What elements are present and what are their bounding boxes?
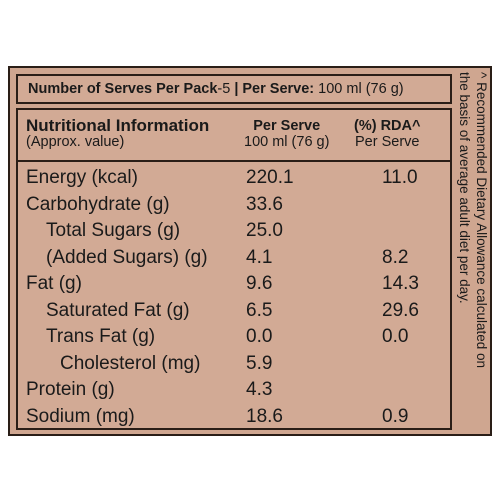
rda-value: 29.6 <box>382 299 419 321</box>
table-row: (Added Sugars) (g) 4.1 8.2 <box>18 245 450 272</box>
per-serve-value: 220.1 <box>246 167 294 188</box>
table-row: Trans Fat (g) 0.0 0.0 <box>18 324 450 351</box>
table-row: Cholesterol (mg) 5.9 <box>18 351 450 378</box>
table-row: Total Sugars (g) 25.0 <box>18 218 450 245</box>
per-serve-value: 25.0 <box>246 220 283 241</box>
rda-column-title: (%) RDA^ <box>354 118 421 134</box>
rda-footnote-text: ^ Recommended Dietary Allowance calculat… <box>454 70 490 432</box>
footnote-line-1: ^ Recommended Dietary Allowance calculat… <box>474 72 489 368</box>
nutrient-name: Fat (g) <box>26 273 82 294</box>
header-separator: | <box>234 81 239 97</box>
per-serve-value: 33.6 <box>246 193 283 215</box>
per-serve-value: 4.3 <box>246 379 273 400</box>
nutrient-name: Energy (kcal) <box>26 167 138 188</box>
table-row: Protein (g) 4.3 <box>18 377 450 404</box>
per-serve-column-subtitle: 100 ml (76 g) <box>244 134 330 150</box>
per-serve-column-title: Per Serve <box>253 118 321 134</box>
table-row: Energy (kcal) 220.1 11.0 <box>18 165 450 192</box>
nutrition-table: Nutritional Information (Approx. value) … <box>16 108 452 430</box>
nutrient-name: Sodium (mg) <box>26 405 135 427</box>
rda-value: 0.9 <box>382 405 409 427</box>
rda-column-subtitle: Per Serve <box>354 134 420 150</box>
table-row: Fat (g) 9.6 14.3 <box>18 271 450 298</box>
table-row: Saturated Fat (g) 6.5 29.6 <box>18 298 450 325</box>
per-serve-value: 4.1 <box>246 246 273 268</box>
serves-count-value: -5 <box>217 81 231 97</box>
nutrient-column-header: Nutritional Information (Approx. value) <box>26 116 210 150</box>
nutrient-name: Trans Fat (g) <box>46 326 156 347</box>
rda-value: 14.3 <box>382 273 419 294</box>
table-row: Carbohydrate (g) 33.6 <box>18 192 450 219</box>
serves-header: Number of Serves Per Pack -5 | Per Serve:… <box>16 74 452 104</box>
rda-value: 0.0 <box>382 326 409 347</box>
serves-count-label: Number of Serves Per Pack <box>28 81 218 97</box>
nutrient-name: Total Sugars (g) <box>46 220 181 241</box>
nutrient-name: Carbohydrate (g) <box>26 193 170 215</box>
rda-value: 8.2 <box>382 246 409 268</box>
per-serve-column-header: Per Serve 100 ml (76 g) <box>244 118 329 150</box>
table-row: Sodium (mg) 18.6 0.9 <box>18 404 450 431</box>
per-serve-label: Per Serve: <box>242 81 315 97</box>
per-serve-value: 18.6 <box>246 405 283 427</box>
per-serve-value: 5.9 <box>246 352 273 374</box>
nutrient-column-subtitle: (Approx. value) <box>26 134 125 150</box>
footnote-line-2: the basis of average adult diet per day. <box>457 72 472 304</box>
nutrition-label: Number of Serves Per Pack -5 | Per Serve:… <box>8 66 492 436</box>
nutrient-name: Saturated Fat (g) <box>46 299 190 321</box>
nutrient-name: Protein (g) <box>26 379 115 400</box>
nutrient-name: (Added Sugars) (g) <box>46 246 208 268</box>
per-serve-value: 0.0 <box>246 326 273 347</box>
nutrient-name: Cholesterol (mg) <box>60 352 201 374</box>
per-serve-value: 100 ml (76 g) <box>318 81 404 97</box>
header-divider <box>18 160 450 162</box>
rda-footnote: ^ Recommended Dietary Allowance calculat… <box>454 70 490 432</box>
nutrient-rows: Energy (kcal) 220.1 11.0 Carbohydrate (g… <box>18 165 450 430</box>
nutrient-column-title: Nutritional Information <box>26 116 210 135</box>
rda-value: 11.0 <box>382 167 418 188</box>
rda-column-header: (%) RDA^ Per Serve <box>354 118 420 150</box>
per-serve-value: 6.5 <box>246 299 273 321</box>
per-serve-value: 9.6 <box>246 273 273 294</box>
